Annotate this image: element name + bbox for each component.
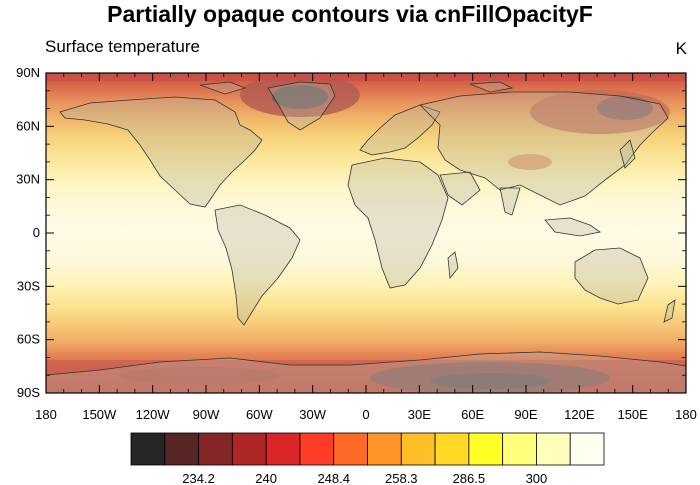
lon-tick-label: 60E bbox=[461, 407, 484, 422]
colorbar-box bbox=[333, 432, 368, 466]
colorbar-box bbox=[231, 432, 267, 466]
plot-title: Partially opaque contours via cnFillOpac… bbox=[107, 1, 593, 27]
colorbar-label: 234.2 bbox=[182, 471, 215, 485]
lon-tick-label: 180 bbox=[675, 407, 697, 422]
lat-tick-label: 60S bbox=[17, 332, 40, 347]
colorbar-box bbox=[130, 432, 166, 466]
units-label: K bbox=[675, 39, 687, 58]
lon-tick-label: 90E bbox=[514, 407, 537, 422]
colorbar-label: 286.5 bbox=[453, 471, 486, 485]
colorbar-box bbox=[164, 432, 199, 466]
lon-tick-label: 120E bbox=[564, 407, 595, 422]
lon-tick-label: 60W bbox=[246, 407, 273, 422]
colorbar-box bbox=[569, 432, 605, 466]
coastlines bbox=[46, 81, 686, 393]
lat-tick-label: 30N bbox=[16, 172, 40, 187]
latitude-axis: 90N 60N 30N 0 30S 60S 90S bbox=[16, 65, 686, 400]
lon-tick-label: 150E bbox=[617, 407, 648, 422]
lat-tick-label: 90S bbox=[17, 385, 40, 400]
lon-tick-label: 90W bbox=[193, 407, 220, 422]
colorbar-label: 258.3 bbox=[385, 471, 418, 485]
lat-tick-label: 60N bbox=[16, 118, 40, 133]
longitude-axis: 180 150W 120W 90W 60W 30W 0 30E 60E 90E 120E 150E 18… bbox=[35, 73, 697, 422]
colorbar-box bbox=[198, 432, 233, 466]
lon-tick-label: 120W bbox=[136, 407, 171, 422]
variable-name: Surface temperature bbox=[45, 37, 200, 56]
colorbar-box bbox=[265, 432, 301, 466]
colorbar-box bbox=[367, 432, 402, 466]
colorbar-box bbox=[400, 432, 436, 466]
lat-tick-label: 0 bbox=[33, 225, 40, 240]
colorbar-label: 240 bbox=[255, 471, 277, 485]
lon-tick-label: 30E bbox=[408, 407, 431, 422]
colorbar-box bbox=[502, 432, 537, 466]
colorbar-box bbox=[434, 432, 470, 466]
lon-tick-label: 150W bbox=[82, 407, 117, 422]
lat-tick-label: 30S bbox=[17, 278, 40, 293]
lon-tick-label: 30W bbox=[299, 407, 326, 422]
colorbar-box bbox=[299, 432, 335, 466]
colorbar-label: 300 bbox=[526, 471, 548, 485]
colorbar-label: 248.4 bbox=[317, 471, 350, 485]
colorbar-box bbox=[468, 432, 504, 466]
lon-tick-label: 0 bbox=[362, 407, 369, 422]
lon-tick-label: 180 bbox=[35, 407, 57, 422]
colorbar: 234.2 240 248.4 258.3 286.5 300 bbox=[130, 432, 605, 485]
colorbar-box bbox=[536, 432, 571, 466]
lat-tick-label: 90N bbox=[16, 65, 40, 80]
